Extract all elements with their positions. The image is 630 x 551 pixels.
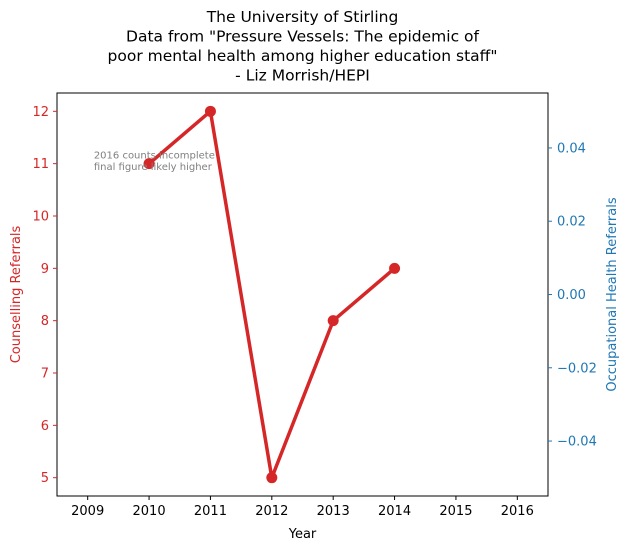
left-y-tick-label: 9	[41, 262, 49, 277]
series-group	[143, 105, 401, 484]
right-y-axis: −0.04 −0.02 0.00 0.02 0.04	[548, 141, 597, 450]
right-y-tick-label: 0.04	[557, 141, 586, 156]
left-y-tick-label: 8	[41, 314, 49, 329]
x-tick-label: 2013	[317, 504, 350, 519]
title-line: The University of Stirling	[206, 8, 399, 26]
right-y-tick-label: −0.02	[557, 361, 597, 376]
chart-title: The University of Stirling Data from "Pre…	[108, 8, 498, 85]
x-tick-label: 2016	[501, 504, 534, 519]
left-y-tick-label: 12	[32, 105, 49, 120]
left-y-axis-label: Counselling Referrals	[9, 225, 24, 363]
annotation-line: final figure likely higher	[94, 162, 213, 173]
title-line: poor mental health among higher educatio…	[108, 47, 498, 65]
left-y-tick-label: 10	[32, 209, 49, 224]
data-point	[204, 105, 216, 117]
left-y-axis: 5 6 7 8 9 10 11 12	[32, 105, 57, 486]
right-y-axis-label: Occupational Health Referrals	[605, 197, 620, 391]
x-tick-label: 2011	[194, 504, 227, 519]
left-y-tick-label: 5	[41, 471, 49, 486]
x-axis: 2009 2010 2011 2012 2013 2014 2015 2016	[71, 496, 534, 519]
left-y-tick-label: 6	[41, 419, 49, 434]
data-point	[389, 262, 401, 274]
title-line: - Liz Morrish/HEPI	[235, 67, 370, 85]
left-y-tick-label: 11	[32, 157, 49, 172]
data-point	[327, 315, 339, 327]
x-axis-label: Year	[288, 527, 317, 542]
data-point	[266, 472, 278, 484]
x-tick-label: 2009	[71, 504, 104, 519]
x-tick-label: 2012	[255, 504, 288, 519]
x-tick-label: 2015	[439, 504, 472, 519]
x-tick-label: 2014	[378, 504, 411, 519]
right-y-tick-label: −0.04	[557, 435, 597, 450]
right-y-tick-label: 0.02	[557, 215, 586, 230]
data-point	[143, 158, 155, 170]
left-y-tick-label: 7	[41, 367, 49, 382]
title-line: Data from "Pressure Vessels: The epidemi…	[126, 28, 479, 46]
annotation-line: 2016 counts incomplete	[94, 150, 215, 161]
right-y-tick-label: 0.00	[557, 288, 586, 303]
x-tick-label: 2010	[133, 504, 166, 519]
